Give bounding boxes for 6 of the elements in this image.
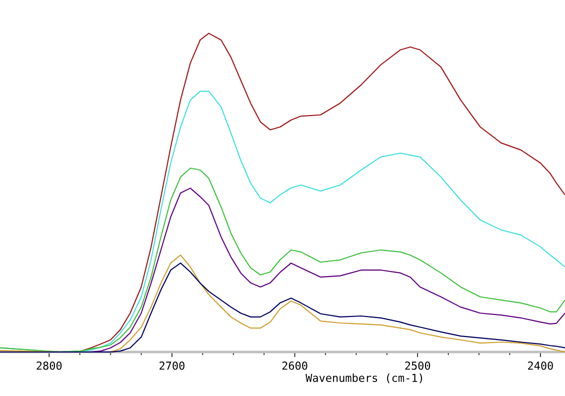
x-tick-label: 2600 — [282, 362, 308, 370]
x-tick-label: 2500 — [405, 362, 430, 370]
x-tick-label: 2700 — [160, 362, 184, 370]
x-tick-label: 2800 — [36, 362, 62, 370]
x-axis-title: Wavenumbers (cm-1) — [306, 374, 422, 384]
x-tick-label: 2400 — [528, 362, 553, 370]
